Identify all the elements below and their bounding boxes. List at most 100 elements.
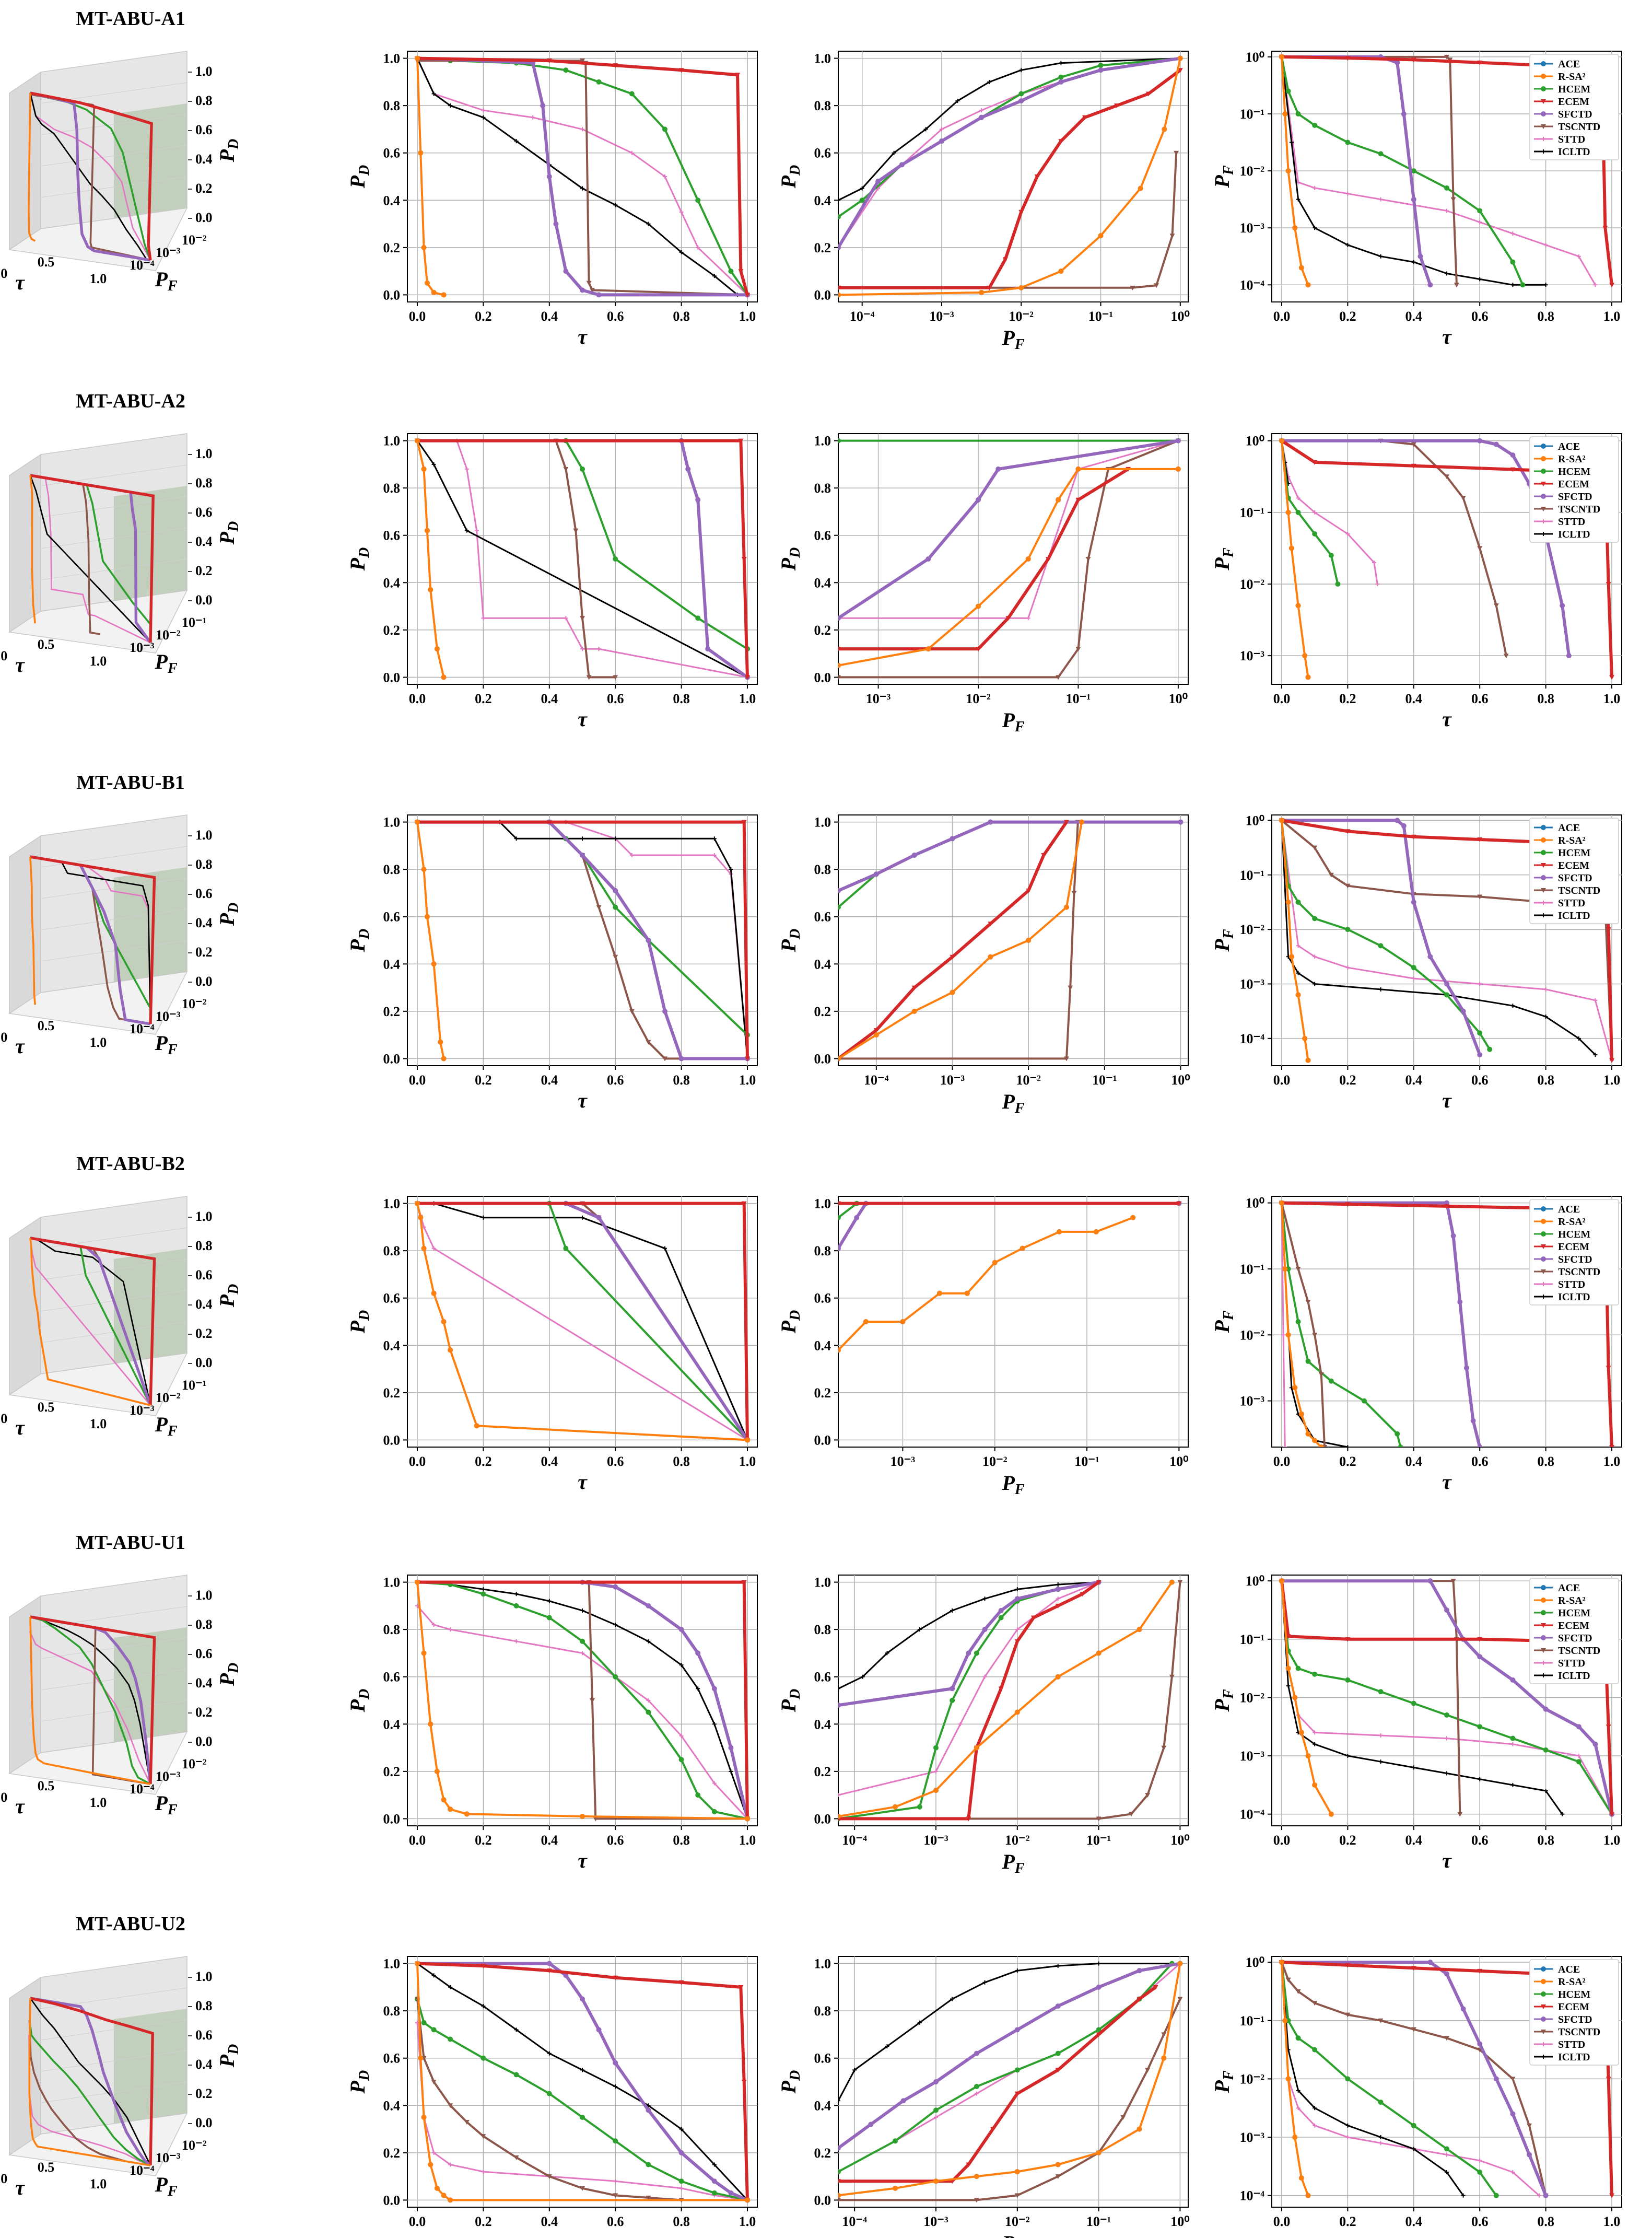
y-tick-label: 10⁰	[1246, 813, 1264, 828]
x-tick-label: 10⁻³	[923, 2214, 948, 2229]
x-tick-label: 1.0	[1603, 1833, 1621, 1848]
data-point	[1305, 1300, 1311, 1305]
curve-3d-ICLTD	[29, 1998, 151, 2166]
data-point	[966, 2162, 971, 2167]
z-tick-label: 0.2	[195, 1326, 213, 1341]
x-tick-label: 0.0	[409, 1833, 426, 1848]
grid-line	[40, 145, 188, 167]
data-point	[563, 467, 569, 472]
data-point	[1288, 545, 1294, 551]
data-point	[1075, 466, 1081, 472]
data-point	[950, 1686, 955, 1692]
data-point	[596, 1215, 602, 1220]
legend-label: HCEM	[1558, 1989, 1590, 2000]
data-point	[838, 1703, 841, 1708]
y-tick-label: 1.0	[383, 434, 401, 449]
data-point	[695, 197, 701, 203]
pf-tick-label: 10⁻²	[156, 1390, 181, 1405]
y-tick-label: 10⁻³	[1239, 648, 1264, 663]
data-point	[596, 647, 601, 651]
legend-label: ECEM	[1558, 479, 1589, 490]
pd-tau-2-xlabel: τ	[578, 1089, 588, 1112]
x-tick-label: 0.4	[1405, 1833, 1423, 1848]
pd-label-3d-text: PD	[215, 1663, 242, 1687]
data-point	[1478, 277, 1482, 282]
data-point	[546, 1961, 552, 1966]
data-point	[899, 162, 905, 168]
data-point	[1137, 1968, 1142, 1974]
data-point	[974, 2174, 979, 2179]
data-point	[448, 1985, 453, 1989]
pf-tau-0-xlabel: τ	[1442, 325, 1452, 348]
y-tick-label: 10⁻¹	[1239, 1632, 1264, 1647]
pd-pf-4-xlabel-text: PF	[1001, 1850, 1024, 1876]
data-point	[1541, 2004, 1546, 2009]
y-tick-label: 0.8	[383, 1622, 401, 1637]
series-line-R-SA2	[416, 1203, 748, 1441]
x-tick-label: 10⁰	[1170, 1833, 1189, 1848]
y-tick-label: 0.4	[814, 193, 831, 208]
data-point	[705, 646, 711, 652]
data-point	[1378, 2100, 1384, 2105]
pd-pf-0-series	[838, 55, 1183, 298]
data-point	[589, 288, 595, 293]
shaded-plane	[114, 1627, 187, 1753]
x-tick-label: 0.8	[1537, 691, 1554, 706]
y-tick-label: 0.6	[383, 2051, 401, 2066]
legend-label: TSCNTD	[1558, 504, 1600, 515]
x-tick-label: 10⁻¹	[1086, 2214, 1111, 2229]
data-point	[712, 1781, 717, 1786]
data-point	[1018, 209, 1024, 215]
x-tick-label: 0.0	[409, 2214, 426, 2229]
data-point	[596, 905, 602, 910]
tau-tick-label: 1.0	[90, 654, 107, 669]
data-point	[1361, 1398, 1367, 1404]
data-point	[974, 1745, 979, 1751]
legend-label: ECEM	[1558, 1620, 1589, 1631]
x-tick-label: 10⁻²	[1005, 2214, 1030, 2229]
tau-label-3d: τ	[15, 653, 25, 677]
x-tick-label: 10⁻³	[923, 1833, 948, 1848]
panel-3d-0: 0.0 0.2 0.4 0.6 0.8 1.0 PD 0.0 0.5 1.0 τ 10⁻⁴10⁻³10…	[0, 51, 242, 294]
pd-label-3d-text: PD	[215, 521, 242, 545]
data-point	[711, 1686, 717, 1692]
data-point	[838, 285, 841, 290]
data-point	[1378, 254, 1383, 259]
data-point	[646, 1698, 651, 1703]
data-point	[431, 1973, 436, 1978]
data-point	[1520, 282, 1526, 288]
pf-tau-4-ylabel: PF	[1210, 1689, 1237, 1712]
pf-tick-label: 10⁻³	[156, 1769, 181, 1784]
data-point	[1285, 1665, 1291, 1671]
data-point	[1395, 60, 1400, 65]
data-point	[859, 197, 865, 203]
y-tick-label: 0.6	[814, 1670, 831, 1685]
data-point	[1477, 1052, 1483, 1058]
data-point	[838, 904, 841, 910]
data-point	[1541, 1231, 1546, 1237]
data-point	[1411, 1966, 1416, 1971]
data-point	[662, 1056, 668, 1062]
data-point	[1541, 1610, 1546, 1615]
y-tick-label: 0.4	[383, 1717, 401, 1732]
data-point	[1417, 253, 1423, 259]
x-tick-label: 0.0	[409, 691, 426, 706]
data-point	[1313, 982, 1317, 986]
data-point	[464, 2119, 470, 2125]
data-point	[998, 1686, 1004, 1692]
z-tick-label: 0.4	[195, 534, 213, 549]
x-tick-label: 0.6	[607, 691, 624, 706]
data-point	[1295, 111, 1301, 116]
data-point	[917, 1627, 922, 1632]
legend-label: HCEM	[1558, 847, 1590, 859]
data-point	[728, 2190, 734, 2196]
x-tick-label: 0.8	[1537, 1073, 1554, 1088]
data-point	[974, 1650, 979, 1656]
row-title: MT-ABU-B1	[76, 772, 185, 794]
data-point	[1014, 1639, 1020, 1644]
data-point	[1295, 509, 1301, 515]
x-tick-label: 10⁻⁴	[842, 1833, 867, 1848]
data-point	[1444, 474, 1449, 480]
pd-pf-3-ylabel: PD	[777, 1310, 803, 1334]
data-point	[424, 280, 430, 286]
